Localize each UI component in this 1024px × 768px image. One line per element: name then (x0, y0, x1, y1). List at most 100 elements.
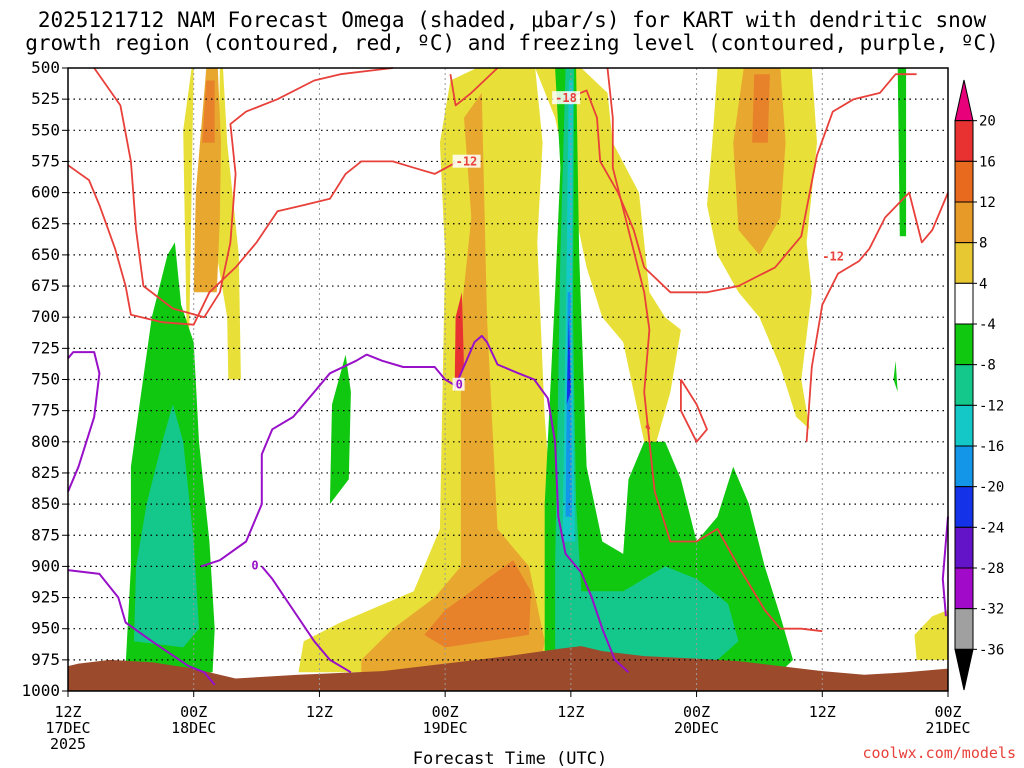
red-contour-2 (565, 73, 917, 294)
purple-contour-label-0: 0 (456, 378, 463, 392)
terrain-layer (68, 646, 948, 691)
red-contour-0 (93, 67, 393, 319)
colorbar-box-12 (954, 567, 974, 610)
omega-area-11 (914, 610, 948, 660)
omega-area-9 (733, 68, 786, 255)
omega-area-5 (424, 560, 531, 648)
colorbar-label-5: -4 (979, 317, 996, 333)
y-tick-label-975: 975 (31, 650, 60, 669)
colorbar-label-4: 4 (979, 276, 987, 292)
purple-contour-3 (261, 565, 352, 674)
x-axis-label: Forecast Time (UTC) (413, 749, 607, 768)
y-tick-label-1000: 1000 (21, 681, 60, 700)
colorbar-label-10: -24 (979, 520, 1004, 536)
colorbar-box-3 (954, 201, 974, 244)
colorbar-label-11: -28 (979, 561, 1004, 577)
credit-text: coolwx.com/models (862, 744, 1016, 762)
colorbar-box-9 (954, 445, 974, 488)
colorbar-label-9: -20 (979, 480, 1004, 496)
omega-area-14 (329, 354, 351, 505)
red-dot-0 (645, 425, 650, 429)
y-axis-ticks: 500 525 550 575 600 625 650 675 700 725 750 775 800 8… (21, 58, 68, 700)
omega-shading (125, 68, 948, 691)
colorbar-label-1: 16 (979, 154, 996, 170)
x-tick-label-6-1: 12Z (809, 703, 836, 721)
x-tick-label-0-2: 17DEC (45, 719, 90, 737)
y-tick-label-950: 950 (31, 619, 60, 638)
red-contour-5 (805, 191, 949, 442)
colorbar-box-1 (954, 120, 974, 162)
colorbar-label-7: -12 (979, 398, 1004, 414)
omega-area-20 (897, 68, 907, 237)
colorbar-box-8 (954, 404, 974, 447)
red-contour-label-0-bg (552, 91, 581, 105)
colorbar-label-3: 8 (979, 236, 987, 252)
omega-area-15 (544, 68, 793, 673)
colorbar-label-8: -16 (979, 439, 1004, 455)
y-tick-label-575: 575 (31, 151, 60, 170)
x-tick-label-3-1: 00Z (432, 703, 459, 721)
colorbar-box-13 (954, 608, 974, 650)
purple-contour-label-0-bg (452, 377, 465, 391)
y-tick-label-825: 825 (31, 463, 60, 482)
colorbar-label-13: -36 (979, 642, 1004, 658)
x-tick-label-0-3: 2025 (50, 735, 86, 753)
colorbar: 20 16 12 8 4 -4 -8 -12 -16 -20 -24 -28 -32 -36 (954, 79, 1004, 691)
chart-title-line1: 2025121712 NAM Forecast Omega (shaded, μ… (38, 8, 987, 32)
red-contour-label-3: -12 (456, 155, 478, 169)
x-tick-label-7-1: 00Z (934, 703, 961, 721)
omega-area-0 (181, 68, 241, 691)
colorbar-label-2: 12 (979, 195, 996, 211)
colorbar-box-6 (954, 323, 974, 366)
purple-contour-label-3-bg (248, 558, 261, 572)
dendritic-contours (67, 67, 949, 633)
colorbar-arrow-top (954, 79, 974, 122)
colorbar-label-12: -32 (979, 602, 1004, 618)
x-tick-label-1-2: 18DEC (171, 719, 216, 737)
y-tick-label-550: 550 (31, 120, 60, 139)
colorbar-label-0: 20 (979, 114, 996, 130)
x-tick-label-0-1: 12Z (54, 703, 81, 721)
omega-area-13 (134, 404, 199, 648)
red-contour-1 (449, 67, 499, 107)
x-tick-label-5-1: 00Z (683, 703, 710, 721)
x-tick-label-4-1: 12Z (557, 703, 584, 721)
omega-area-6 (454, 292, 464, 392)
y-tick-label-925: 925 (31, 588, 60, 607)
y-tick-label-525: 525 (31, 89, 60, 108)
y-tick-label-650: 650 (31, 245, 60, 264)
x-tick-label-1-1: 00Z (180, 703, 207, 721)
red-contour-6 (680, 379, 708, 443)
purple-contour-label-3: 0 (251, 558, 258, 572)
colorbar-box-11 (954, 526, 974, 569)
purple-contour-0 (67, 351, 101, 492)
omega-area-2 (202, 80, 215, 143)
y-tick-label-725: 725 (31, 338, 60, 357)
purple-contour-1 (67, 569, 216, 686)
y-tick-label-600: 600 (31, 183, 60, 202)
red-contour-label-0: -18 (555, 91, 577, 105)
omega-area-21 (893, 360, 898, 392)
colorbar-box-2 (954, 160, 974, 203)
chart-title-line2: growth region (contoured, red, ºC) and f… (25, 31, 999, 55)
contour-labels: -18 -12 -12 0 0 (248, 91, 848, 572)
red-contour-label-4: -12 (822, 249, 844, 263)
colorbar-box-4 (954, 242, 974, 284)
y-tick-label-900: 900 (31, 556, 60, 575)
omega-area-18 (565, 292, 572, 517)
purple-contour-4 (941, 516, 949, 617)
x-tick-label-3-2: 19DEC (423, 719, 468, 737)
y-tick-label-850: 850 (31, 494, 60, 513)
terrain-polygon (68, 646, 948, 691)
red-contour-3 (67, 160, 457, 326)
y-tick-label-750: 750 (31, 370, 60, 389)
omega-area-10 (752, 74, 770, 143)
omega-area-19 (566, 317, 571, 405)
y-tick-label-675: 675 (31, 276, 60, 295)
omega-area-16 (555, 68, 739, 667)
y-tick-label-800: 800 (31, 432, 60, 451)
x-tick-label-7-2: 21DEC (925, 719, 970, 737)
y-tick-label-500: 500 (31, 58, 60, 77)
